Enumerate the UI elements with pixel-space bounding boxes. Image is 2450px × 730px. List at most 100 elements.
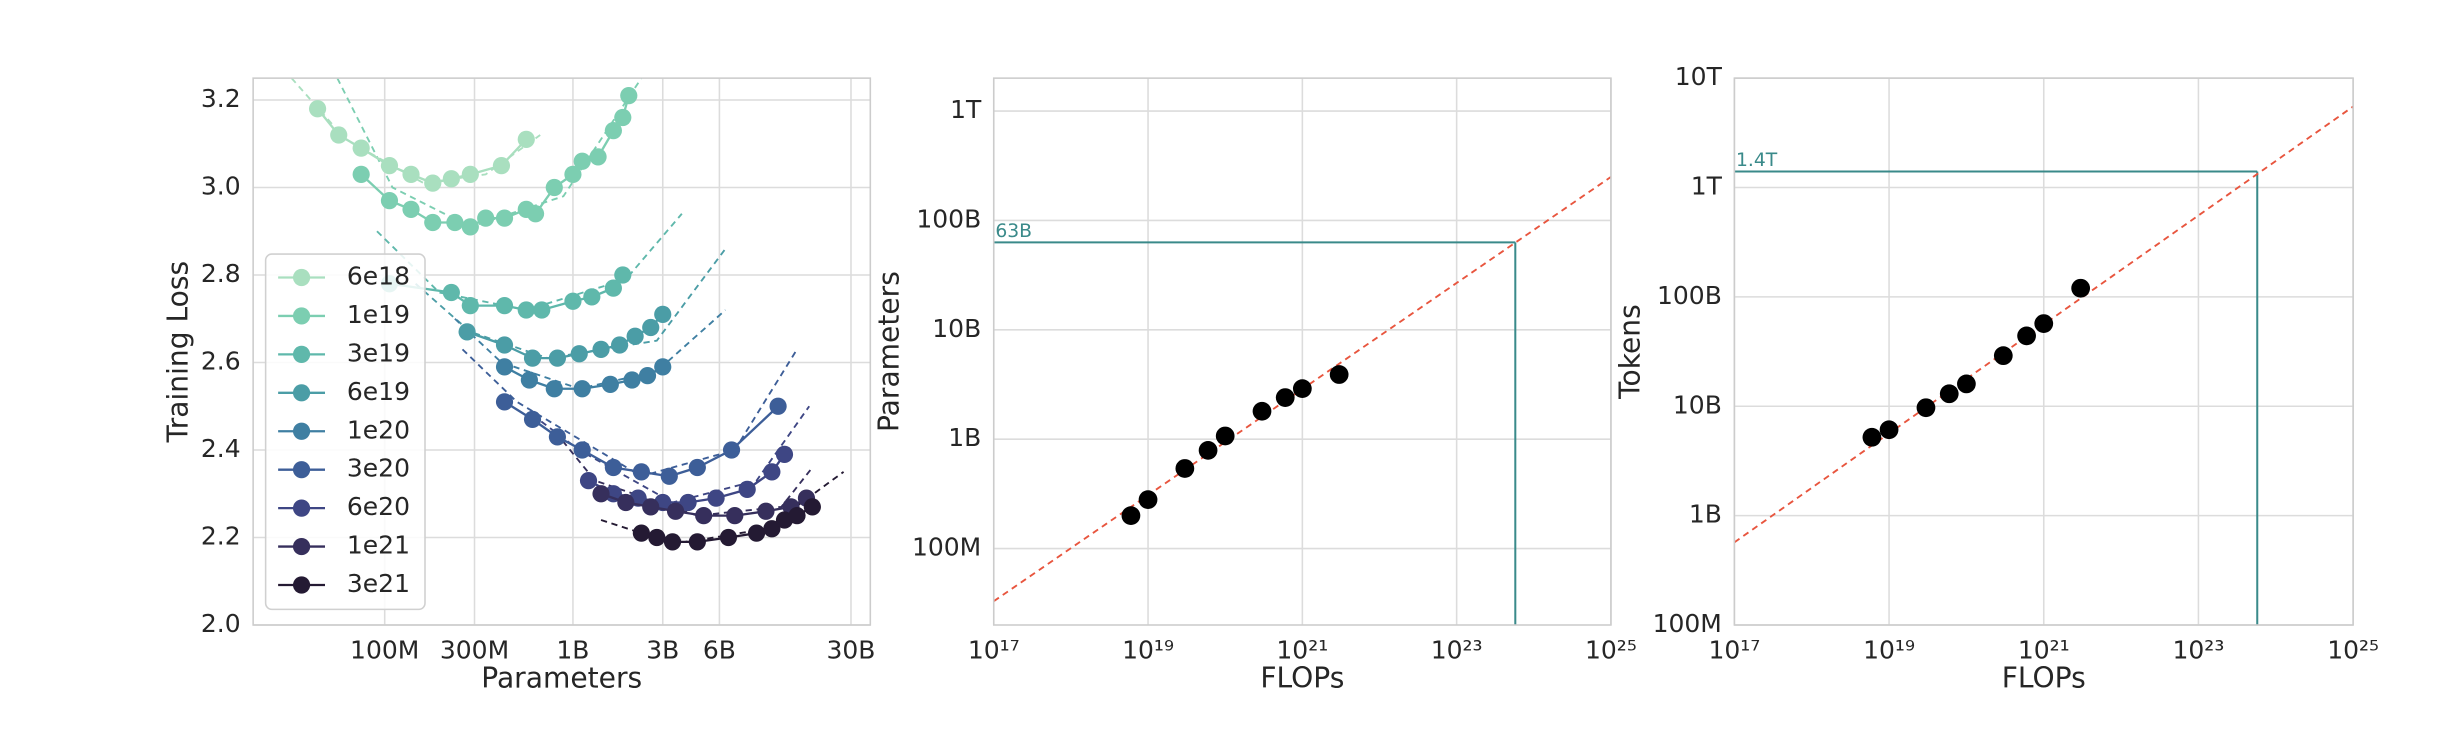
data-point bbox=[520, 371, 538, 389]
data-point bbox=[380, 192, 399, 210]
data-point bbox=[461, 218, 479, 236]
data-point bbox=[632, 463, 650, 481]
x-tick-label: 30B bbox=[827, 636, 876, 665]
y-tick-label: 2.0 bbox=[201, 609, 241, 638]
legend-marker bbox=[292, 345, 311, 363]
data-point bbox=[604, 279, 622, 297]
plot-content bbox=[993, 176, 1611, 625]
x-axis-label: FLOPs bbox=[1260, 662, 1344, 695]
data-point bbox=[446, 213, 464, 232]
data-point bbox=[654, 358, 672, 376]
y-tick-label: 100M bbox=[912, 533, 981, 562]
data-point bbox=[1198, 440, 1218, 460]
data-point bbox=[495, 358, 514, 376]
data-point bbox=[654, 305, 672, 323]
data-point bbox=[747, 524, 766, 542]
data-point bbox=[642, 318, 660, 337]
data-point bbox=[2071, 278, 2091, 298]
data-point bbox=[583, 288, 601, 306]
data-point bbox=[763, 520, 781, 538]
data-point bbox=[564, 292, 582, 310]
x-tick-label: 10²¹ bbox=[2018, 636, 2070, 665]
data-point bbox=[424, 213, 442, 232]
y-tick-label: 3.2 bbox=[201, 84, 241, 113]
data-point bbox=[523, 349, 542, 367]
data-point bbox=[2017, 326, 2036, 346]
data-point bbox=[638, 367, 657, 385]
data-point bbox=[1993, 346, 2013, 366]
plot-content bbox=[1734, 105, 2354, 625]
x-tick-label: 10²⁵ bbox=[2327, 636, 2379, 665]
legend-label: 6e19 bbox=[347, 377, 410, 406]
y-axis-label: Training Loss bbox=[162, 261, 195, 444]
y-tick-label: 1T bbox=[1691, 171, 1723, 200]
data-point bbox=[545, 178, 563, 197]
data-point bbox=[495, 209, 514, 227]
plot-frame bbox=[992, 77, 1612, 626]
x-tick-label: 10¹⁷ bbox=[968, 636, 1020, 665]
legend-label: 6e18 bbox=[347, 262, 410, 291]
data-point bbox=[592, 485, 610, 503]
data-point bbox=[380, 157, 399, 175]
data-point bbox=[1292, 379, 1312, 398]
y-axis-label: Parameters bbox=[873, 271, 906, 432]
data-point bbox=[666, 502, 685, 520]
x-tick-label: 10²¹ bbox=[1276, 636, 1328, 665]
data-point bbox=[308, 100, 327, 118]
y-tick-label: 100B bbox=[1657, 281, 1722, 310]
legend-label: 3e20 bbox=[347, 454, 410, 483]
series-line bbox=[503, 400, 779, 478]
y-tick-label: 1T bbox=[950, 95, 982, 124]
data-point bbox=[548, 428, 567, 446]
plot-frame bbox=[1733, 77, 2354, 626]
data-point bbox=[461, 165, 479, 183]
data-point bbox=[1957, 374, 1976, 394]
data-point bbox=[352, 139, 370, 157]
data-point bbox=[570, 345, 588, 363]
data-point bbox=[604, 485, 622, 503]
data-point bbox=[1121, 506, 1141, 525]
data-point bbox=[688, 533, 706, 551]
data-point bbox=[620, 87, 638, 105]
data-point bbox=[548, 349, 567, 367]
data-point bbox=[1329, 365, 1349, 384]
data-point bbox=[757, 502, 775, 520]
panel: 100M 1B 10B 100B 1T 10T 10¹⁷ 10¹⁹ 10²¹ 10²³ 10²⁵ FL… bbox=[1613, 62, 2379, 695]
data-point bbox=[1939, 384, 1959, 404]
y-tick-label: 2.8 bbox=[201, 259, 241, 288]
data-point bbox=[788, 507, 806, 525]
data-point bbox=[442, 170, 460, 188]
data-point bbox=[517, 301, 535, 319]
x-axis-label: Parameters bbox=[481, 662, 642, 695]
data-point bbox=[517, 130, 535, 148]
data-point bbox=[1138, 490, 1158, 510]
data-point bbox=[604, 458, 622, 477]
data-point bbox=[707, 489, 725, 507]
data-point bbox=[523, 410, 542, 428]
data-point bbox=[573, 441, 591, 459]
data-point bbox=[623, 371, 641, 389]
data-point bbox=[660, 467, 678, 485]
data-point bbox=[688, 458, 706, 477]
data-point bbox=[424, 174, 442, 192]
data-point bbox=[545, 380, 563, 398]
data-point bbox=[803, 498, 821, 516]
data-point bbox=[458, 323, 476, 341]
y-tick-label: 3.0 bbox=[201, 171, 241, 200]
legend-marker bbox=[292, 307, 311, 325]
data-point bbox=[477, 209, 495, 227]
data-point bbox=[1175, 459, 1195, 478]
legend-label: 6e20 bbox=[347, 492, 410, 521]
panel: 2.0 2.2 2.4 2.6 2.8 3.0 3.2 100M 300M 1B 3B 6B 30B Pa… bbox=[162, 77, 876, 695]
legend-marker bbox=[292, 268, 311, 287]
data-point bbox=[722, 441, 741, 459]
data-point bbox=[495, 336, 514, 354]
annotation-label: 1.4T bbox=[1736, 150, 1778, 171]
data-point bbox=[632, 524, 650, 542]
y-tick-label: 10T bbox=[1675, 62, 1723, 91]
data-point bbox=[1879, 420, 1899, 440]
data-point bbox=[352, 165, 370, 183]
y-tick-label: 1B bbox=[1689, 500, 1722, 529]
data-point bbox=[626, 327, 644, 345]
